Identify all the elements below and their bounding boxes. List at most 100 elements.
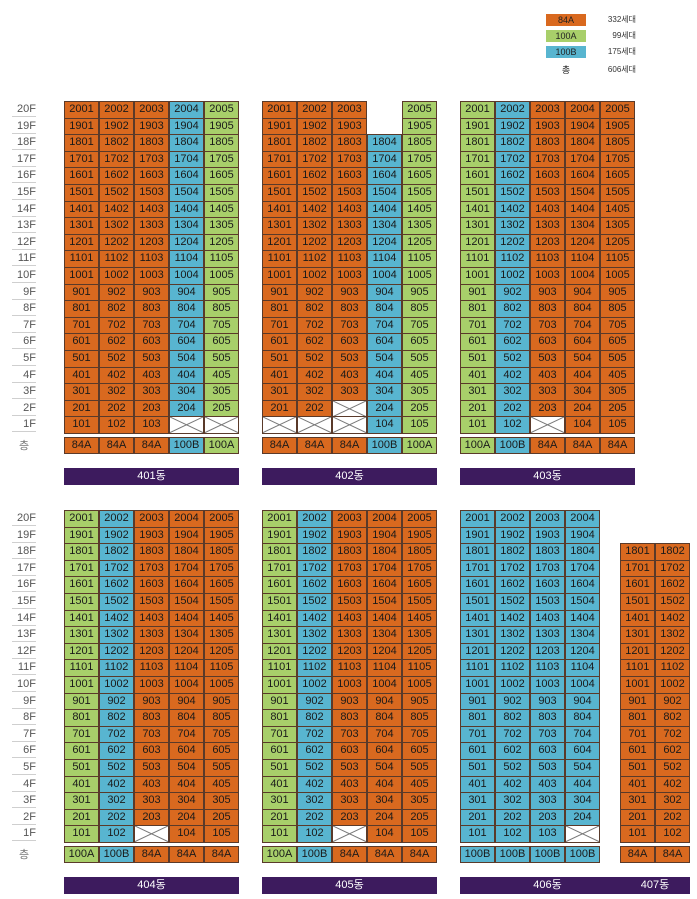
unit-cell: 1003 [134,676,169,694]
unit-cell: 2004 [169,510,204,528]
unit-cell: 1803 [332,134,367,152]
unit-cell: 303 [134,383,169,401]
unit-cell: 1402 [655,609,690,628]
unit-cell: 804 [169,709,204,727]
unit-cell: 1204 [169,642,204,661]
unit-cell: 404 [169,366,204,385]
unit-cell: 1603 [530,576,565,594]
unit-cell: 1801 [262,543,297,561]
unit-cell: 1001 [460,267,495,285]
unit-cell: 1003 [134,267,169,285]
empty-unit-cross-icon [205,417,238,433]
floor-label: 20F [12,101,36,117]
unit-cell: 404 [565,775,600,794]
unit-cell: 403 [332,775,367,794]
unit-cell: 201 [460,808,495,827]
unit-type-label: 100B [297,846,332,863]
unit-cell: 801 [64,709,99,727]
unit-cell: 203 [530,808,565,827]
unit-cell: 204 [169,399,204,418]
unit-cell: 1202 [297,642,332,661]
unit-cell: 704 [565,725,600,744]
unit-cell: 1601 [262,576,297,594]
unit-cell: 1804 [565,134,600,152]
unit-type-label: 84A [367,846,402,863]
unit-cell: 1001 [262,676,297,694]
unit-cell: 1204 [367,642,402,661]
unit-cell: 104 [169,825,204,843]
unit-cell: 1602 [99,167,134,185]
unit-cell: 802 [99,709,134,727]
unit-cell: 901 [262,692,297,711]
unit-cell: 1704 [169,559,204,578]
unit-cell: 404 [169,775,204,794]
unit-type-label: 84A [402,846,437,863]
unit-cell: 1304 [565,217,600,235]
unit-cell: 1704 [367,559,402,578]
unit-cell: 1202 [99,642,134,661]
unit-cell: 1301 [460,217,495,235]
unit-cell: 304 [169,792,204,810]
unit-cell: 104 [367,825,402,843]
unit-cell: 1304 [565,626,600,644]
unit-cell: 601 [262,742,297,760]
empty-unit-cross-icon [333,417,366,433]
unit-cell: 605 [204,742,239,760]
unit-cell: 1301 [64,626,99,644]
floor-label: 7F [12,726,36,742]
unit-cell: 1703 [332,559,367,578]
unit-cell: 1302 [297,217,332,235]
unit-cell: 1604 [367,576,402,594]
floor-label: 2F [12,809,36,825]
unit-cell: 2001 [262,510,297,528]
unit-cell: 1101 [262,659,297,677]
unit-cell: 205 [402,808,437,827]
unit-cell: 701 [64,316,99,335]
empty-unit [262,416,297,434]
unit-cell: 1104 [565,659,600,677]
unit-cell: 405 [204,775,239,794]
floor-label: 8F [12,709,36,726]
unit-cell: 501 [620,759,655,777]
floor-label: 4F [12,776,36,792]
unit-cell: 502 [655,759,690,777]
unit-cell: 1403 [332,200,367,219]
empty-unit [530,416,565,434]
unit-cell: 1004 [169,267,204,285]
unit-cell: 904 [169,692,204,711]
unit-cell: 505 [204,350,239,368]
unit-cell: 1104 [367,250,402,268]
unit-cell: 1105 [402,250,437,268]
unit-cell: 802 [655,709,690,727]
unit-cell: 501 [460,759,495,777]
unit-type-label: 100A [204,437,239,454]
unit-cell: 901 [262,283,297,302]
unit-cell: 1005 [402,676,437,694]
floor-label: 15F [12,184,36,200]
unit-cell: 303 [332,383,367,401]
unit-cell: 1901 [64,526,99,545]
unit-cell: 1002 [297,676,332,694]
unit-cell: 102 [495,416,530,434]
unit-cell: 1102 [655,659,690,677]
unit-type-label: 84A [565,437,600,454]
unit-type-label: 84A [262,437,297,454]
building-name: 403동 [460,468,635,485]
floor-label: 16F [12,167,36,184]
unit-cell: 904 [169,283,204,302]
unit-cell: 903 [530,283,565,302]
unit-cell: 1603 [332,167,367,185]
unit-cell: 2003 [134,101,169,119]
unit-cell: 603 [134,333,169,351]
unit-cell: 901 [460,283,495,302]
unit-cell: 702 [297,725,332,744]
unit-cell: 1803 [134,134,169,152]
unit-cell: 804 [169,300,204,318]
unit-cell: 1701 [460,150,495,169]
unit-cell: 605 [402,742,437,760]
unit-cell: 202 [495,399,530,418]
unit-cell: 1403 [134,609,169,628]
unit-cell: 802 [495,709,530,727]
floor-label: 1F [12,416,36,433]
unit-cell: 101 [262,825,297,843]
